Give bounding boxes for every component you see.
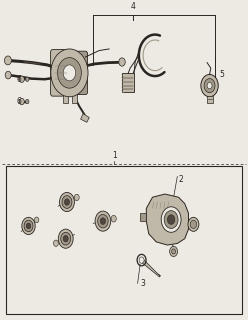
Circle shape [139, 257, 144, 263]
Polygon shape [140, 213, 146, 221]
Circle shape [4, 56, 11, 65]
Text: 5: 5 [219, 70, 224, 79]
Circle shape [54, 240, 59, 246]
Circle shape [63, 65, 76, 81]
Circle shape [74, 194, 79, 201]
Circle shape [60, 192, 74, 212]
Circle shape [62, 196, 72, 208]
Circle shape [170, 246, 178, 257]
Circle shape [111, 215, 116, 222]
Circle shape [19, 76, 24, 83]
Circle shape [63, 236, 68, 242]
Circle shape [190, 220, 197, 228]
Polygon shape [142, 260, 160, 277]
Circle shape [34, 217, 39, 223]
Circle shape [58, 58, 81, 88]
Circle shape [172, 249, 176, 254]
Polygon shape [81, 114, 89, 122]
Circle shape [26, 223, 31, 229]
Circle shape [19, 98, 24, 105]
Circle shape [51, 49, 88, 97]
Circle shape [100, 218, 106, 225]
Polygon shape [146, 194, 188, 245]
FancyBboxPatch shape [67, 51, 88, 94]
Circle shape [26, 99, 29, 104]
Text: 4: 4 [130, 2, 135, 11]
Circle shape [207, 83, 212, 89]
Circle shape [98, 214, 108, 228]
Bar [122, 73, 134, 92]
Circle shape [95, 211, 111, 231]
Text: 1: 1 [112, 151, 117, 160]
Text: 6: 6 [16, 97, 21, 106]
Circle shape [24, 220, 33, 232]
Bar [63, 93, 68, 103]
Circle shape [58, 229, 73, 248]
Bar [6, 166, 242, 314]
Circle shape [22, 217, 35, 235]
Circle shape [61, 232, 71, 245]
Text: 6: 6 [16, 75, 21, 84]
Circle shape [204, 79, 215, 92]
FancyBboxPatch shape [51, 50, 71, 96]
Circle shape [164, 211, 178, 228]
Circle shape [161, 207, 181, 232]
Text: 3: 3 [140, 279, 145, 288]
Circle shape [167, 215, 175, 224]
Circle shape [5, 71, 11, 79]
Circle shape [64, 199, 69, 205]
Text: 2: 2 [179, 175, 183, 184]
Circle shape [26, 77, 29, 82]
Bar [72, 93, 77, 103]
Bar [207, 96, 213, 103]
Circle shape [188, 217, 199, 231]
Circle shape [119, 58, 125, 66]
Circle shape [201, 75, 218, 97]
